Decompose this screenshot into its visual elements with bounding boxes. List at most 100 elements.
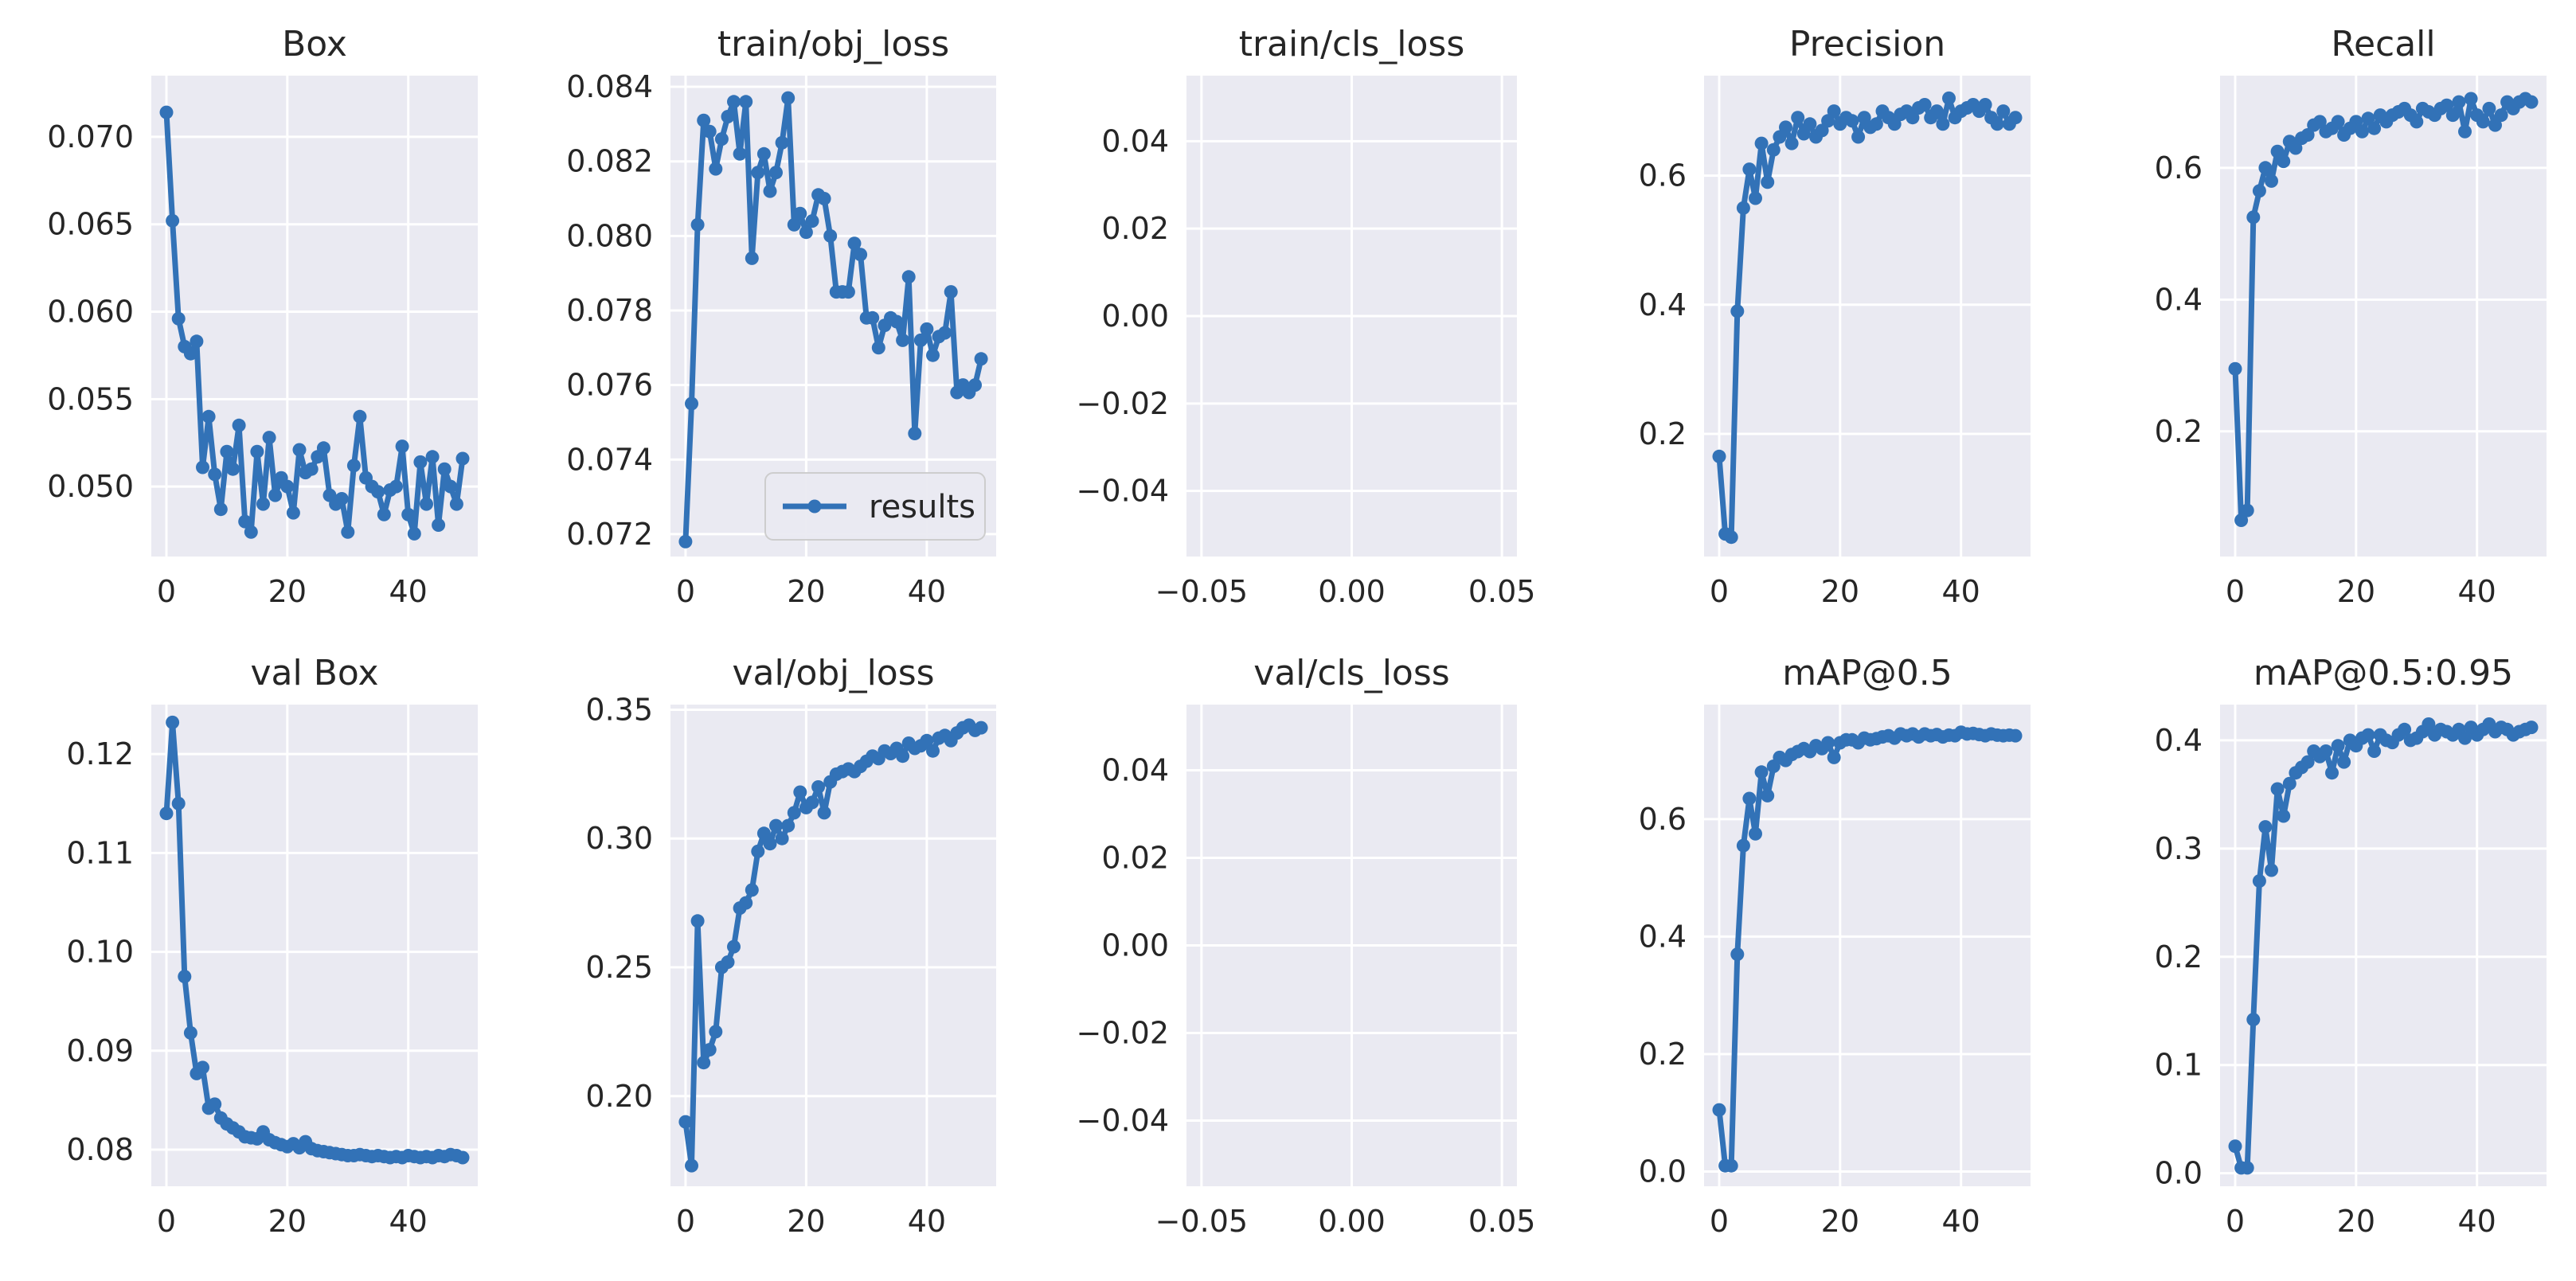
data-point xyxy=(811,780,826,794)
data-point xyxy=(2312,115,2327,129)
data-point xyxy=(232,418,246,432)
data-point xyxy=(413,455,428,469)
data-point xyxy=(268,488,283,502)
data-point xyxy=(389,479,403,494)
legend-label: results xyxy=(869,489,975,525)
data-point xyxy=(2398,722,2412,736)
subplot-2: 0 20 40 0.072 0.074 0.076 0.078 0.080 0.082 0.084… xyxy=(566,24,996,609)
data-point xyxy=(262,431,276,445)
data-point xyxy=(2258,161,2273,175)
data-point xyxy=(432,518,446,532)
data-point xyxy=(787,806,801,820)
x-tick-label: 0 xyxy=(1710,574,1729,609)
y-tick-label: 0.4 xyxy=(1639,287,1687,322)
y-tick-label: 0.055 xyxy=(47,381,134,416)
data-point xyxy=(805,795,819,810)
data-point xyxy=(1942,91,1956,105)
data-point xyxy=(250,444,264,459)
data-point xyxy=(2440,98,2454,112)
data-point xyxy=(407,526,421,541)
y-tick-label: 0.050 xyxy=(47,469,134,504)
x-tick-label: 40 xyxy=(1942,574,1980,609)
data-point xyxy=(2282,776,2297,791)
data-point xyxy=(2252,184,2266,198)
y-tick-label: 0.02 xyxy=(1101,841,1169,876)
data-point xyxy=(166,715,180,729)
data-point xyxy=(183,1025,197,1040)
data-point xyxy=(763,837,777,851)
data-point xyxy=(938,326,952,340)
data-point xyxy=(702,124,717,139)
data-point xyxy=(1821,736,1835,750)
plot-area xyxy=(1704,76,2031,557)
data-point xyxy=(2300,128,2315,142)
y-tick-label: 0.12 xyxy=(66,736,134,771)
data-point xyxy=(896,333,910,347)
chart-title: mAP@0.5 xyxy=(1782,653,1952,693)
data-point xyxy=(455,451,470,466)
data-point xyxy=(1996,104,2011,119)
data-point xyxy=(159,105,174,119)
y-tick-label: 0.070 xyxy=(47,119,134,154)
y-tick-label: 0.1 xyxy=(2155,1048,2203,1083)
data-point xyxy=(1773,130,1787,144)
y-tick-label: 0.072 xyxy=(566,517,653,552)
data-point xyxy=(190,334,204,349)
y-tick-label: 0.080 xyxy=(566,218,653,253)
data-point xyxy=(2476,115,2490,129)
subplot-7: 0 20 40 0.20 0.25 0.30 0.35 val/obj_loss xyxy=(585,653,996,1239)
data-point xyxy=(1929,104,1944,119)
data-point xyxy=(2524,721,2539,735)
data-point xyxy=(781,91,795,105)
data-point xyxy=(2452,95,2466,109)
data-point xyxy=(238,514,252,529)
data-point xyxy=(437,462,451,476)
data-point xyxy=(178,970,192,984)
data-point xyxy=(739,95,753,109)
data-point xyxy=(799,225,813,240)
data-point xyxy=(1936,117,1950,131)
data-point xyxy=(449,497,463,511)
x-tick-label: 20 xyxy=(2337,1204,2375,1239)
chart-title: train/obj_loss xyxy=(717,24,949,64)
data-point xyxy=(968,378,982,393)
data-point xyxy=(1821,114,1835,128)
data-point xyxy=(1754,765,1769,779)
data-point xyxy=(2361,111,2375,126)
data-point xyxy=(702,1043,717,1056)
data-point xyxy=(304,462,319,476)
data-point xyxy=(727,939,741,954)
x-tick-label: 40 xyxy=(2458,1204,2496,1239)
data-point xyxy=(2277,154,2291,169)
data-point xyxy=(1779,120,1792,135)
data-point xyxy=(292,443,307,457)
data-point xyxy=(866,310,880,325)
data-point xyxy=(1742,791,1757,806)
data-point xyxy=(2488,118,2502,132)
data-point xyxy=(2367,744,2382,758)
data-point xyxy=(420,497,433,511)
data-point xyxy=(2246,210,2261,225)
data-point xyxy=(775,135,789,150)
data-point xyxy=(769,818,783,833)
data-point xyxy=(690,914,705,928)
data-point xyxy=(2355,124,2369,139)
y-tick-label: 0.4 xyxy=(1639,919,1687,954)
data-point xyxy=(2337,755,2351,769)
data-point xyxy=(1724,1158,1738,1173)
data-point xyxy=(2410,115,2424,129)
subplot-10: 0 20 40 0.0 0.1 0.2 0.3 0.4 mAP@0.5:0.95 xyxy=(2155,653,2547,1239)
data-point xyxy=(2524,95,2539,109)
data-point xyxy=(1724,530,1738,545)
data-point xyxy=(1887,117,1902,131)
y-tick-label: 0.04 xyxy=(1101,753,1169,788)
data-point xyxy=(2270,782,2285,796)
x-tick-label: 0 xyxy=(2226,574,2245,609)
subplot-5: 0 20 40 0.2 0.4 0.6 Recall xyxy=(2155,24,2547,609)
data-point xyxy=(2361,728,2375,742)
x-tick-label: 20 xyxy=(2337,574,2375,609)
data-point xyxy=(889,314,904,329)
y-tick-label: 0.10 xyxy=(66,935,134,970)
